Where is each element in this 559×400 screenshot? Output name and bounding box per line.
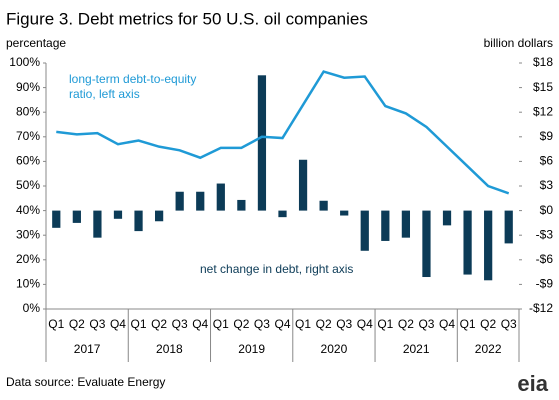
y2-tick-label: $3	[540, 178, 554, 192]
bar	[216, 183, 225, 211]
bar	[442, 210, 452, 226]
y-tick-label: 90%	[16, 80, 40, 94]
bar	[401, 210, 411, 238]
y-tick-label: 20%	[16, 252, 40, 266]
bar	[154, 210, 164, 222]
y2-tick-label: $9	[540, 129, 554, 143]
year-label: 2020	[321, 342, 348, 356]
year-label: 2021	[403, 342, 430, 356]
y-tick-label: 80%	[16, 104, 40, 118]
annotation: ratio, left axis	[69, 87, 140, 101]
x-tick-label: Q2	[151, 317, 167, 331]
x-tick-label: Q3	[172, 317, 188, 331]
bar	[298, 159, 308, 211]
x-tick-label: Q1	[213, 317, 229, 331]
bar	[196, 191, 205, 211]
y2-tick-label: $15	[533, 80, 553, 94]
bar	[134, 210, 143, 232]
logo: eia	[517, 371, 548, 396]
bar	[175, 191, 184, 211]
y2-tick-label: $6	[540, 154, 554, 168]
bar	[463, 210, 472, 275]
x-tick-label: Q2	[398, 317, 414, 331]
y-tick-label: 30%	[16, 227, 40, 241]
x-tick-label: Q1	[295, 317, 311, 331]
x-tick-label: Q2	[233, 317, 249, 331]
y2-tick-label: -$9	[536, 277, 554, 291]
bar	[113, 210, 123, 219]
y-tick-label: 60%	[16, 154, 40, 168]
bar	[360, 210, 369, 251]
x-tick-label: Q3	[418, 317, 434, 331]
bar	[72, 210, 81, 223]
year-label: 2018	[156, 342, 183, 356]
y-axis-label: percentage	[6, 36, 66, 50]
bar	[237, 199, 246, 211]
y2-tick-label: -$12	[529, 301, 553, 315]
y2-tick-label: $18	[533, 55, 553, 69]
line	[56, 70, 510, 195]
chart-title: Figure 3. Debt metrics for 50 U.S. oil c…	[6, 9, 368, 28]
x-tick-label: Q1	[377, 317, 393, 331]
x-tick-label: Q1	[48, 317, 64, 331]
bar	[319, 200, 328, 211]
bar	[504, 210, 513, 244]
x-tick-label: Q3	[501, 317, 517, 331]
y-tick-label: 10%	[16, 277, 40, 291]
x-tick-label: Q3	[254, 317, 270, 331]
x-tick-label: Q4	[357, 317, 373, 331]
x-tick-label: Q2	[316, 317, 332, 331]
x-tick-label: Q1	[131, 317, 147, 331]
bar	[422, 210, 431, 278]
bar	[278, 210, 287, 218]
y-tick-label: 0%	[23, 301, 41, 315]
bar	[381, 210, 390, 241]
bar	[52, 210, 61, 228]
x-tick-label: Q3	[336, 317, 352, 331]
year-label: 2019	[238, 342, 265, 356]
bar	[484, 210, 493, 281]
annotation: net change in debt, right axis	[200, 262, 353, 276]
x-tick-label: Q4	[110, 317, 126, 331]
x-tick-label: Q4	[192, 317, 208, 331]
y-tick-label: 50%	[16, 178, 40, 192]
x-tick-label: Q1	[460, 317, 476, 331]
source: Data source: Evaluate Energy	[6, 375, 165, 389]
x-tick-label: Q2	[69, 317, 85, 331]
bar	[257, 75, 267, 211]
annotation: long-term debt-to-equity	[69, 72, 196, 86]
x-tick-label: Q4	[274, 317, 290, 331]
y-tick-label: 70%	[16, 129, 40, 143]
year-label: 2022	[475, 342, 502, 356]
x-tick-label: Q4	[439, 317, 455, 331]
y2-tick-label: $12	[533, 104, 553, 118]
x-tick-label: Q3	[89, 317, 105, 331]
y2-tick-label: $0	[540, 203, 554, 217]
y2-tick-label: -$6	[536, 252, 554, 266]
y-tick-label: 100%	[9, 55, 40, 69]
year-label: 2017	[74, 342, 101, 356]
x-tick-label: Q2	[480, 317, 496, 331]
y2-axis-label: billion dollars	[484, 36, 553, 50]
y2-tick-label: -$3	[536, 227, 554, 241]
bar	[340, 210, 349, 216]
y-tick-label: 40%	[16, 203, 40, 217]
bar	[93, 210, 102, 238]
